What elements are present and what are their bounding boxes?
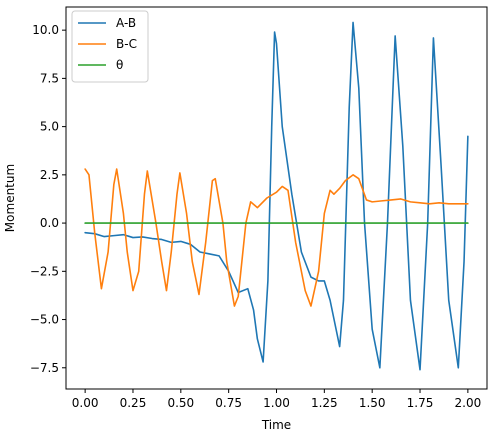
y-tick-label: −2.5 (30, 264, 59, 278)
series-layer (84, 21, 469, 371)
x-tick-label: 0.00 (72, 396, 99, 410)
x-tick-label: 0.50 (167, 396, 194, 410)
x-tick-label: 1.75 (407, 396, 434, 410)
legend-label-1: B-C (116, 37, 137, 51)
y-tick-label: 5.0 (40, 120, 59, 134)
legend-label-0: A-B (116, 16, 136, 30)
legend-label-2: θ (116, 58, 123, 72)
x-tick-label: 2.00 (455, 396, 482, 410)
y-tick-label: 10.0 (32, 23, 59, 37)
y-tick-label: 7.5 (40, 71, 59, 85)
y-axis: −7.5 −5.0 −2.5 0.0 2.5 5.0 7.5 10.0 (30, 23, 66, 375)
legend: A-B B-C θ (71, 10, 149, 83)
x-tick-label: 1.50 (359, 396, 386, 410)
x-tick-label: 0.75 (215, 396, 242, 410)
x-tick-label: 1.25 (311, 396, 338, 410)
y-tick-label: −7.5 (30, 361, 59, 375)
y-tick-label: 0.0 (40, 216, 59, 230)
y-tick-label: 2.5 (40, 168, 59, 182)
x-axis-title: Time (261, 418, 291, 432)
x-tick-label: 1.00 (263, 396, 290, 410)
y-tick-label: −5.0 (30, 313, 59, 327)
y-axis-title: Momentum (3, 164, 17, 232)
x-axis: 0.00 0.25 0.50 0.75 1.00 1.25 1.50 1.75 2.00 (72, 389, 481, 410)
x-tick-label: 0.25 (120, 396, 147, 410)
